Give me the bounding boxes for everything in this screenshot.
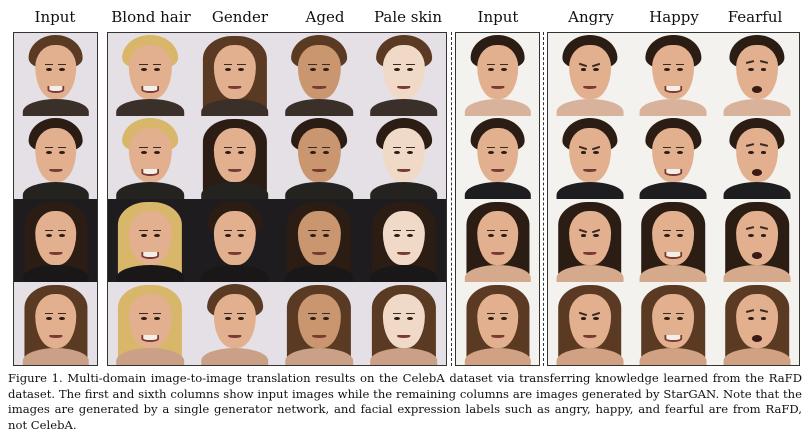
face-image — [715, 282, 799, 365]
header-pale-skin: Pale skin — [373, 8, 443, 26]
face-image — [277, 282, 362, 365]
face-image — [548, 116, 632, 199]
face-image — [108, 199, 193, 282]
face-image — [631, 116, 716, 199]
header-angry: Angry — [568, 8, 614, 26]
header-aged: Aged — [305, 8, 345, 26]
celeba-generated-panel — [107, 32, 447, 366]
face-image — [361, 199, 446, 282]
celeba-input-panel — [13, 32, 98, 366]
face-image — [548, 282, 632, 365]
header-input-celeba: Input — [34, 8, 76, 26]
header-gender: Gender — [211, 8, 269, 26]
face-image — [14, 282, 97, 365]
face-image — [631, 199, 716, 282]
face-image — [631, 282, 716, 365]
face-image — [715, 116, 799, 199]
face-image — [456, 33, 539, 116]
face-image — [192, 199, 277, 282]
face-image — [277, 199, 362, 282]
face-image — [14, 33, 97, 116]
face-image — [108, 33, 193, 116]
header-blond-hair: Blond hair — [111, 8, 191, 26]
face-image — [192, 116, 277, 199]
face-image — [277, 33, 362, 116]
face-image — [361, 116, 446, 199]
face-image — [631, 33, 716, 116]
face-image — [456, 282, 539, 365]
face-image — [715, 33, 799, 116]
dashed-separator-right — [543, 32, 544, 366]
rafd-input-panel — [455, 32, 540, 366]
dashed-separator-left — [451, 32, 452, 366]
header-happy: Happy — [649, 8, 699, 26]
face-image — [14, 199, 97, 282]
face-image — [548, 33, 632, 116]
face-image — [715, 199, 799, 282]
rafd-generated-panel — [547, 32, 800, 366]
face-image — [361, 33, 446, 116]
face-image — [361, 282, 446, 365]
header-input-rafd: Input — [477, 8, 519, 26]
face-image — [277, 116, 362, 199]
face-image — [14, 116, 97, 199]
face-image — [456, 116, 539, 199]
header-fearful: Fearful — [727, 8, 783, 26]
face-image — [548, 199, 632, 282]
figure-caption: Figure 1. Multi-domain image-to-image tr… — [8, 371, 802, 432]
face-image — [192, 33, 277, 116]
face-image — [192, 282, 277, 365]
face-image — [108, 116, 193, 199]
face-image — [456, 199, 539, 282]
face-image — [108, 282, 193, 365]
